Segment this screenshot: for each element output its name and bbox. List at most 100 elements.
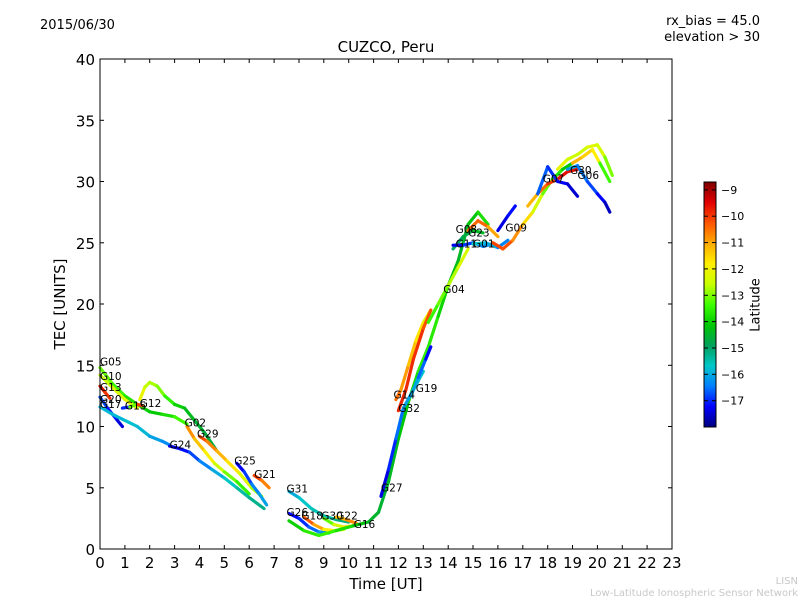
- series-segment: [575, 164, 590, 184]
- series-segment: [406, 339, 418, 367]
- series-g06: [565, 164, 612, 214]
- series-segment: [98, 373, 115, 389]
- x-tick-label: 18: [538, 554, 557, 572]
- series-segment: [210, 467, 226, 480]
- series-segment: [416, 345, 430, 373]
- series-g24: [168, 444, 266, 511]
- series-segment: [334, 515, 348, 522]
- series-segment: [521, 210, 535, 226]
- series-segment: [555, 170, 570, 181]
- x-tick-label: 14: [439, 554, 458, 572]
- prn-label: G26: [287, 507, 309, 519]
- x-tick-label: 21: [613, 554, 632, 572]
- series-segment: [585, 143, 600, 149]
- series-segment: [483, 241, 500, 250]
- series-segment: [456, 222, 470, 263]
- x-tick-label: 22: [638, 554, 657, 572]
- y-tick-label: 10: [76, 419, 95, 437]
- x-tick-label: 19: [563, 554, 582, 572]
- prn-label: G10: [100, 371, 122, 383]
- series-segment: [496, 214, 510, 233]
- series-segment: [555, 157, 570, 171]
- series-segment: [461, 228, 475, 239]
- series-segment: [595, 143, 607, 159]
- series-g04: [426, 247, 470, 324]
- series-segment: [187, 450, 202, 463]
- series-segment: [411, 326, 425, 361]
- series-g22: [334, 515, 358, 525]
- series-segment: [257, 492, 269, 507]
- prn-label: G30: [321, 511, 343, 523]
- series-segment: [322, 516, 336, 527]
- series-segment: [394, 406, 405, 441]
- x-axis-label: Time [UT]: [349, 575, 423, 593]
- colorbar-tick-label: −17: [721, 395, 744, 408]
- series-segment: [555, 179, 570, 186]
- series-segment: [414, 320, 425, 343]
- series-g19: [409, 345, 433, 398]
- series-segment: [212, 461, 226, 474]
- series-segment: [297, 516, 311, 529]
- chart-title: CUZCO, Peru: [337, 38, 435, 56]
- prn-label: G19: [416, 383, 438, 395]
- prn-label: G12: [140, 398, 162, 410]
- series-segment: [501, 238, 515, 251]
- series-segment: [426, 302, 440, 324]
- x-tick-label: 4: [195, 554, 205, 572]
- series-segment: [98, 366, 115, 386]
- series-segment: [173, 402, 187, 410]
- prn-label: G16: [354, 519, 376, 531]
- series-segment: [297, 496, 313, 511]
- series-g15: [120, 402, 144, 410]
- series-segment: [603, 200, 612, 214]
- x-tick-label: 5: [220, 554, 230, 572]
- y-tick-label: 5: [85, 480, 95, 498]
- prn-label: G25: [234, 456, 256, 468]
- prn-label: G07: [543, 174, 565, 186]
- series-segment: [110, 412, 127, 422]
- series-segment: [446, 265, 460, 288]
- y-tick-label: 0: [85, 541, 95, 559]
- series-segment: [491, 241, 505, 251]
- series-segment: [302, 528, 321, 538]
- series-segment: [183, 406, 197, 422]
- series-segment: [250, 482, 261, 496]
- series-segment: [334, 517, 351, 524]
- series-segment: [205, 439, 219, 453]
- series-g08: [451, 228, 485, 251]
- prn-label: G31: [287, 484, 309, 496]
- series-segment: [476, 210, 490, 226]
- series-segment: [222, 476, 239, 490]
- series-segment: [247, 496, 266, 511]
- y-tick-label: 15: [76, 357, 95, 375]
- series-segment: [135, 424, 152, 438]
- series-segment: [565, 167, 580, 174]
- series-layer: [98, 143, 614, 538]
- series-g23: [466, 219, 500, 239]
- prn-label: G17: [100, 399, 122, 411]
- series-g28: [555, 143, 614, 177]
- series-segment: [461, 241, 475, 247]
- prn-label: G24: [170, 440, 192, 452]
- x-tick-label: 20: [588, 554, 607, 572]
- series-segment: [160, 439, 172, 447]
- series-segment: [135, 402, 144, 408]
- series-segment: [471, 228, 485, 235]
- colorbar-tick-label: −12: [721, 263, 744, 276]
- x-tick-label: 12: [389, 554, 408, 572]
- prn-label: G01: [473, 239, 495, 251]
- x-tick-label: 10: [339, 554, 358, 572]
- series-segment: [399, 363, 410, 392]
- series-segment: [511, 222, 525, 242]
- series-segment: [307, 525, 321, 534]
- series-g07: [526, 167, 580, 208]
- series-segment: [396, 400, 410, 441]
- series-segment: [312, 522, 326, 532]
- series-segment: [580, 148, 595, 159]
- series-segment: [110, 385, 127, 402]
- credit-short: LISN: [775, 576, 798, 587]
- series-g31: [287, 489, 351, 524]
- series-segment: [178, 447, 192, 454]
- series-segment: [456, 247, 470, 269]
- series-g13: [98, 384, 112, 400]
